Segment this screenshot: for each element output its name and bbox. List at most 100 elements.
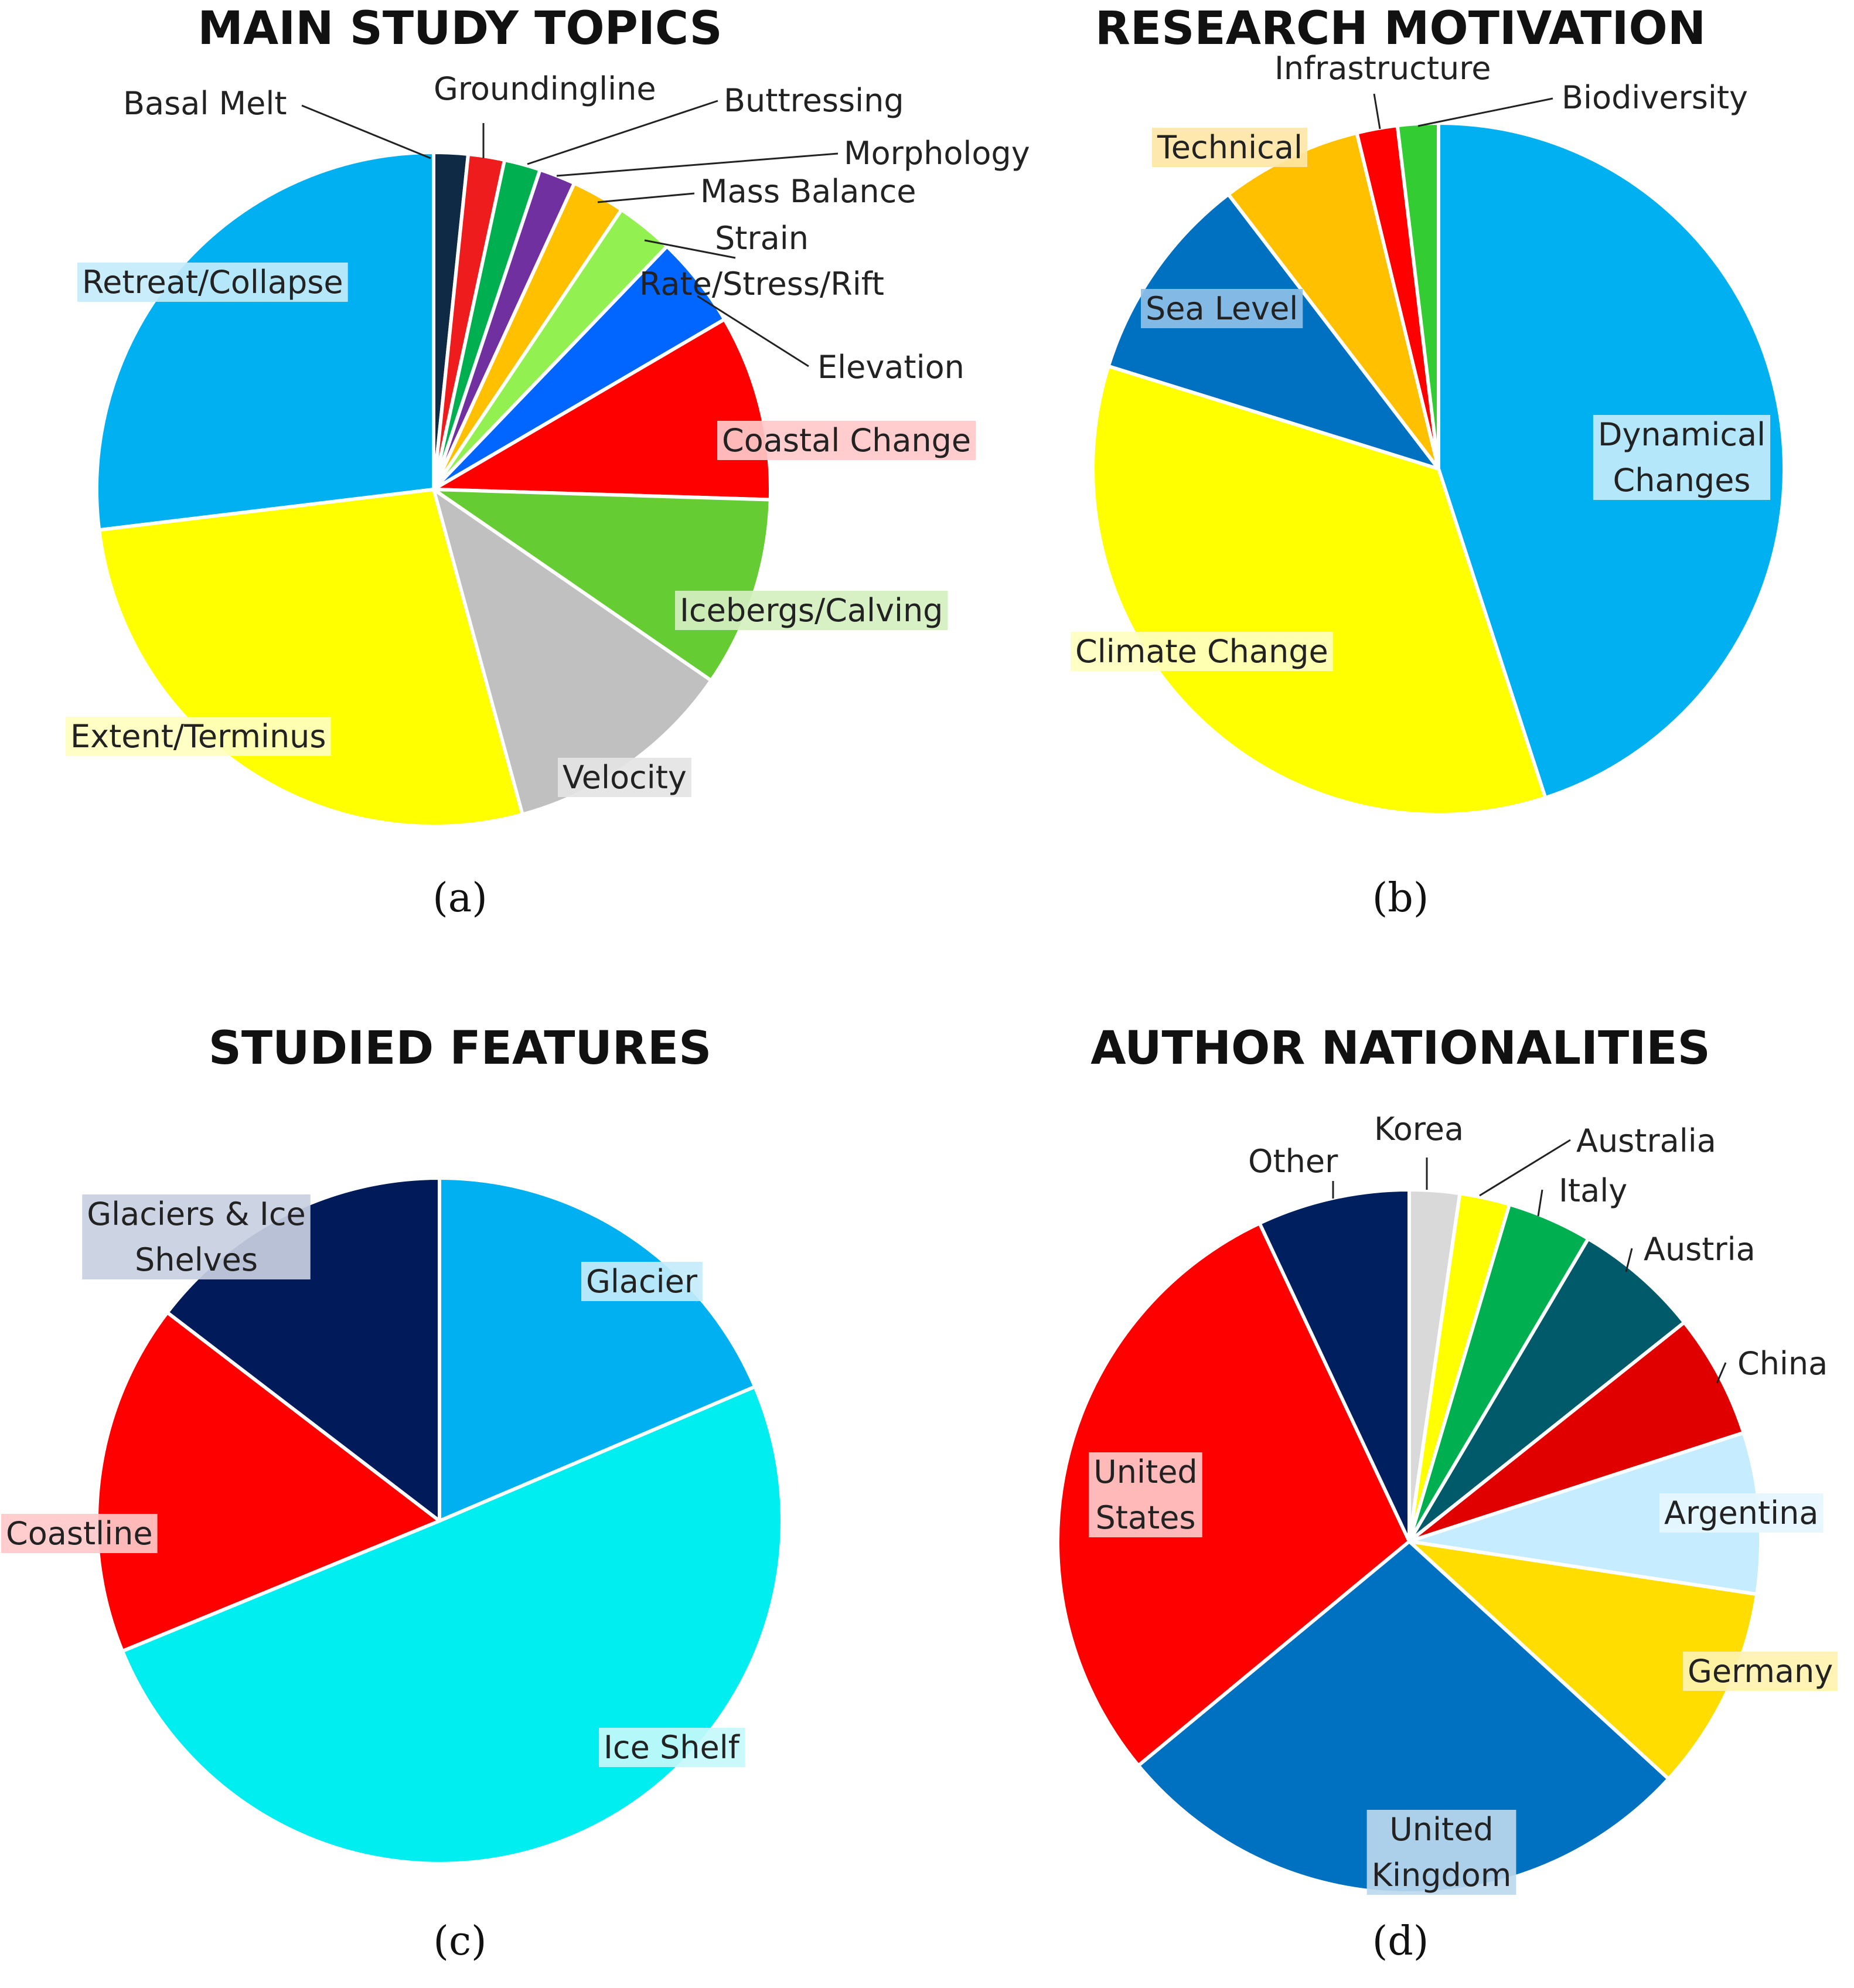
panel-label: (b)	[1372, 875, 1429, 921]
slice-label-sea-level: Sea Level	[1141, 289, 1303, 328]
slice-label-text: Elevation	[817, 349, 965, 386]
slice-label-argentina: Argentina	[1659, 1493, 1824, 1533]
slice-label-text: Technical	[1157, 129, 1303, 166]
slice-label-china: China	[1716, 1345, 1828, 1384]
slice-label-text: States	[1095, 1499, 1195, 1536]
slice-label-text: Kingdom	[1372, 1857, 1512, 1894]
slice-label-text: Coastline	[6, 1515, 153, 1552]
slice-label-text: Climate Change	[1075, 633, 1328, 670]
slice-label-morphology: Morphology	[556, 135, 1030, 177]
leader-line	[1479, 1139, 1571, 1197]
slice-label-text: Icebergs/Calving	[680, 592, 943, 629]
slice-label-text: Austria	[1644, 1231, 1756, 1268]
pie-slice-coastal-change	[432, 317, 772, 502]
slice-label-glacier: Glacier	[581, 1262, 703, 1301]
slice-label-coastline: Coastline	[1, 1514, 158, 1553]
label-background	[1659, 1493, 1824, 1533]
label-background	[82, 1194, 311, 1279]
leader-line	[1716, 1362, 1727, 1384]
slice-label-text: Australia	[1576, 1122, 1716, 1159]
leader-line	[556, 152, 839, 177]
slice-label-italy: Italy	[1537, 1172, 1627, 1217]
slice-label-text: Changes	[1613, 462, 1751, 499]
leader-line	[527, 100, 718, 165]
slice-label-text: Korea	[1374, 1111, 1464, 1148]
slice-label-text: Rate/Stress/Rift	[639, 265, 884, 302]
slice-label-text: Glacier	[586, 1263, 698, 1300]
slice-label-text: Infrastructure	[1274, 50, 1491, 87]
slice-label-dynamical-changes: Dynamical Changes	[1593, 415, 1771, 500]
slice-label-korea: Korea	[1374, 1111, 1464, 1190]
slice-label-text: Retreat/Collapse	[82, 264, 343, 301]
slice-label-text: Shelves	[135, 1241, 258, 1278]
slice-label-text: Argentina	[1664, 1495, 1818, 1531]
slice-label-text: Morphology	[844, 135, 1030, 172]
slice-label-buttressing: Buttressing	[527, 82, 904, 165]
slice-label-mass-balance: Mass Balance	[597, 173, 916, 210]
panel-label: (d)	[1372, 1918, 1429, 1965]
chart-title: AUTHOR NATIONALITIES	[1090, 1022, 1710, 1075]
slice-label-germany: Germany	[1683, 1652, 1838, 1691]
leader-line	[301, 104, 431, 159]
slice-label-glaciers-and-ice-shelves: Glaciers & Ice Shelves	[82, 1194, 311, 1279]
slice-label-text: Biodiversity	[1562, 79, 1748, 116]
slice-label-extent-terminus: Extent/Terminus	[66, 717, 331, 756]
chart-title: STUDIED FEATURES	[209, 1022, 712, 1075]
pie-slice-china	[1407, 1320, 1746, 1543]
slice-label-coastal-change: Coastal Change	[717, 421, 976, 460]
slice-label-text: Basal Melt	[123, 85, 287, 122]
slice-label-climate-change: Climate Change	[1071, 632, 1333, 671]
pie-slice-sea-level	[1106, 192, 1440, 471]
chart-research-motivation: RESEARCH MOTIVATION Dynamical Changes Clima…	[1071, 2, 1786, 921]
label-background	[675, 591, 948, 630]
slice-label-text: Extent/Terminus	[70, 718, 326, 755]
slice-label-text: Velocity	[563, 759, 687, 796]
slice-label-biodiversity: Biodiversity	[1417, 79, 1748, 127]
pie-slice-extent-terminus	[97, 488, 524, 828]
slice-label-groundingline: Groundingline	[434, 70, 656, 158]
leader-line	[644, 239, 736, 259]
leader-line	[597, 192, 695, 203]
label-background	[77, 263, 348, 302]
pie-slice-glacier	[438, 1176, 757, 1523]
leader-line	[1537, 1189, 1543, 1217]
label-background	[581, 1262, 703, 1301]
label-background	[1089, 1452, 1202, 1537]
leader-line	[1373, 93, 1381, 130]
slice-label-austria: Austria	[1625, 1231, 1756, 1272]
pie-slice-retreat-collapse	[95, 151, 435, 532]
slice-label-text: Other	[1248, 1143, 1338, 1180]
label-background	[1, 1514, 158, 1553]
pie-slice-coastline	[95, 1310, 441, 1653]
chart-title: RESEARCH MOTIVATION	[1095, 2, 1706, 55]
chart-title: MAIN STUDY TOPICS	[197, 2, 722, 55]
leader-line	[697, 295, 809, 367]
slice-label-icebergs-calving: Icebergs/Calving	[675, 591, 948, 630]
label-background	[1152, 128, 1307, 167]
slice-label-velocity: Velocity	[558, 758, 691, 797]
slice-label-technical: Technical	[1152, 128, 1307, 167]
leader-line	[1417, 97, 1553, 127]
slice-label-text: Italy	[1559, 1172, 1627, 1209]
panel-label: (c)	[433, 1918, 486, 1965]
slice-label-australia: Australia	[1479, 1122, 1716, 1197]
pie-slice-climate-change	[1091, 364, 1548, 816]
panel-label: (a)	[432, 875, 488, 921]
slice-label-united-states: United States	[1089, 1452, 1202, 1537]
chart-author-nationalities: AUTHOR NATIONALITIES Korea Australia Italy A…	[1056, 1022, 1838, 1965]
slice-label-text: United	[1389, 1811, 1493, 1848]
label-background	[1683, 1652, 1838, 1691]
label-background	[1071, 632, 1333, 671]
slice-label-united-kingdom: United Kingdom	[1366, 1810, 1516, 1895]
slice-label-strain-rate-stress-rift: Strain Rate/Stress/Rift	[639, 220, 884, 302]
slice-label-text: Buttressing	[724, 82, 904, 119]
slice-label-basal-melt: Basal Melt	[123, 85, 431, 159]
label-background	[1366, 1810, 1516, 1895]
chart-main-study-topics: MAIN STUDY TOPICS Basal Melt Groundingline…	[66, 2, 1030, 921]
label-background	[599, 1728, 745, 1767]
slice-label-text: Ice Shelf	[604, 1729, 741, 1766]
slice-label-text: United	[1093, 1453, 1197, 1490]
slice-label-text: Mass Balance	[700, 173, 916, 210]
slice-label-infrastructure: Infrastructure	[1274, 50, 1491, 130]
